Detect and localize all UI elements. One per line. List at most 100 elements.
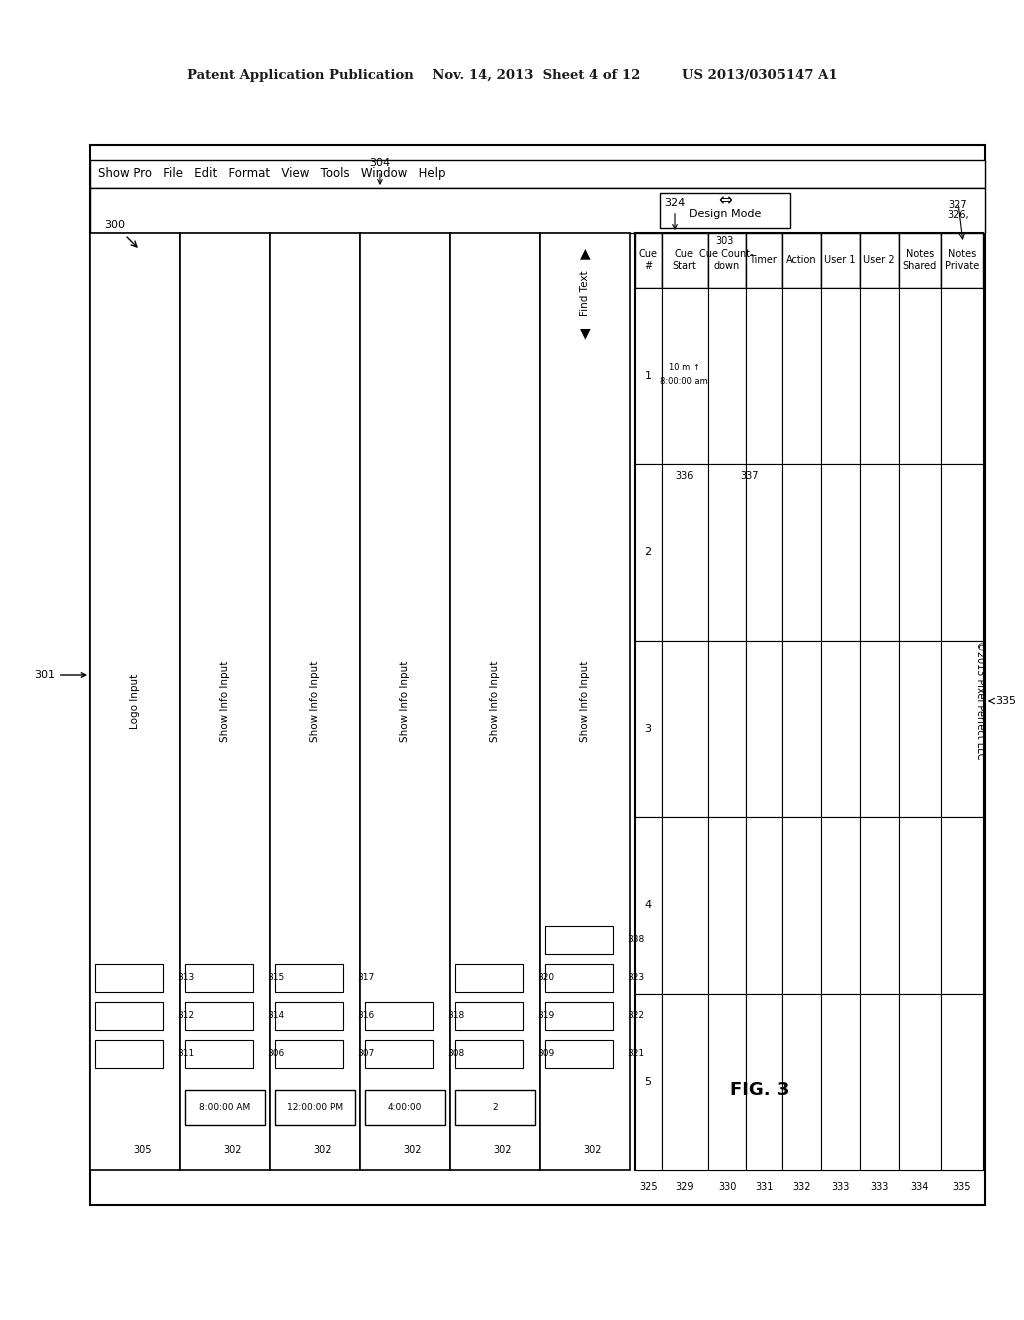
Text: 308: 308	[447, 1049, 464, 1059]
FancyBboxPatch shape	[821, 817, 860, 994]
Text: Find Text: Find Text	[580, 271, 590, 315]
Text: 313: 313	[177, 974, 195, 982]
FancyBboxPatch shape	[635, 640, 663, 817]
Text: 333: 333	[831, 1181, 850, 1192]
Text: 3: 3	[644, 723, 651, 734]
Text: 302: 302	[494, 1144, 512, 1155]
Text: 303: 303	[716, 236, 734, 246]
FancyBboxPatch shape	[782, 234, 821, 288]
FancyBboxPatch shape	[660, 193, 790, 228]
FancyBboxPatch shape	[185, 964, 253, 993]
FancyBboxPatch shape	[746, 288, 782, 465]
FancyBboxPatch shape	[185, 1002, 253, 1030]
FancyBboxPatch shape	[708, 288, 746, 465]
FancyBboxPatch shape	[663, 465, 708, 640]
FancyBboxPatch shape	[95, 1002, 163, 1030]
Text: 305: 305	[134, 1144, 153, 1155]
Text: 5: 5	[644, 1077, 651, 1086]
Text: 331: 331	[755, 1181, 773, 1192]
Text: Show Info Input: Show Info Input	[490, 660, 500, 742]
FancyBboxPatch shape	[545, 1002, 613, 1030]
Text: Timer: Timer	[750, 255, 777, 265]
FancyBboxPatch shape	[746, 465, 782, 640]
FancyBboxPatch shape	[270, 234, 360, 1170]
FancyBboxPatch shape	[860, 234, 899, 288]
FancyBboxPatch shape	[821, 465, 860, 640]
Text: 306: 306	[267, 1049, 285, 1059]
Text: Notes
Shared: Notes Shared	[902, 249, 937, 271]
FancyBboxPatch shape	[365, 1040, 433, 1068]
FancyBboxPatch shape	[899, 640, 941, 817]
FancyBboxPatch shape	[663, 817, 708, 994]
FancyBboxPatch shape	[860, 640, 899, 817]
Text: 300: 300	[104, 220, 126, 230]
FancyBboxPatch shape	[90, 187, 985, 234]
Text: 8:00:00 am: 8:00:00 am	[660, 378, 708, 387]
FancyBboxPatch shape	[821, 288, 860, 465]
Text: User 2: User 2	[863, 255, 895, 265]
FancyBboxPatch shape	[782, 640, 821, 817]
FancyBboxPatch shape	[545, 1040, 613, 1068]
FancyBboxPatch shape	[455, 964, 523, 993]
FancyBboxPatch shape	[899, 817, 941, 994]
FancyBboxPatch shape	[782, 288, 821, 465]
Text: 336: 336	[676, 471, 694, 482]
FancyBboxPatch shape	[663, 288, 708, 465]
FancyBboxPatch shape	[746, 234, 782, 288]
Text: ⇔: ⇔	[718, 191, 732, 209]
FancyBboxPatch shape	[635, 288, 663, 465]
FancyBboxPatch shape	[941, 234, 983, 288]
FancyBboxPatch shape	[540, 234, 630, 1170]
FancyBboxPatch shape	[899, 465, 941, 640]
FancyBboxPatch shape	[275, 964, 343, 993]
Text: 312: 312	[177, 1011, 195, 1020]
FancyBboxPatch shape	[746, 640, 782, 817]
FancyBboxPatch shape	[782, 994, 821, 1170]
FancyBboxPatch shape	[708, 465, 746, 640]
Text: 337: 337	[740, 471, 759, 482]
Text: 10 m ↑: 10 m ↑	[669, 363, 699, 372]
FancyBboxPatch shape	[275, 1090, 355, 1125]
FancyBboxPatch shape	[821, 994, 860, 1170]
Text: 326,: 326,	[947, 210, 969, 220]
Text: Logo Input: Logo Input	[130, 673, 140, 729]
FancyBboxPatch shape	[941, 288, 983, 465]
FancyBboxPatch shape	[365, 1002, 433, 1030]
Text: Notes
Private: Notes Private	[945, 249, 979, 271]
Text: FIG. 3: FIG. 3	[730, 1081, 790, 1100]
Text: 302: 302	[584, 1144, 602, 1155]
FancyBboxPatch shape	[941, 994, 983, 1170]
Text: 307: 307	[357, 1049, 374, 1059]
Text: 4:00:00: 4:00:00	[388, 1102, 422, 1111]
FancyBboxPatch shape	[821, 234, 860, 288]
Text: 309: 309	[537, 1049, 554, 1059]
FancyBboxPatch shape	[860, 994, 899, 1170]
FancyBboxPatch shape	[782, 817, 821, 994]
FancyBboxPatch shape	[180, 234, 270, 1170]
FancyBboxPatch shape	[899, 994, 941, 1170]
Text: Cue
Start: Cue Start	[673, 249, 696, 271]
FancyBboxPatch shape	[941, 817, 983, 994]
Text: Show Info Input: Show Info Input	[310, 660, 319, 742]
FancyBboxPatch shape	[860, 817, 899, 994]
Text: 324: 324	[665, 198, 686, 228]
Text: ▲: ▲	[580, 246, 590, 260]
FancyBboxPatch shape	[860, 288, 899, 465]
FancyBboxPatch shape	[746, 817, 782, 994]
FancyBboxPatch shape	[941, 640, 983, 817]
FancyBboxPatch shape	[663, 234, 708, 288]
Text: User 1: User 1	[824, 255, 856, 265]
Text: 12:00:00 PM: 12:00:00 PM	[287, 1102, 343, 1111]
Text: 330: 330	[718, 1181, 736, 1192]
FancyBboxPatch shape	[635, 817, 663, 994]
Text: 2: 2	[644, 548, 651, 557]
Text: 2: 2	[493, 1102, 498, 1111]
Text: 334: 334	[910, 1181, 929, 1192]
Text: 325: 325	[639, 1181, 658, 1192]
FancyBboxPatch shape	[782, 465, 821, 640]
Text: 4: 4	[644, 900, 651, 911]
Text: 301: 301	[34, 671, 86, 680]
Text: 302: 302	[313, 1144, 332, 1155]
Text: Design Mode: Design Mode	[689, 209, 761, 219]
Text: 322: 322	[627, 1011, 644, 1020]
